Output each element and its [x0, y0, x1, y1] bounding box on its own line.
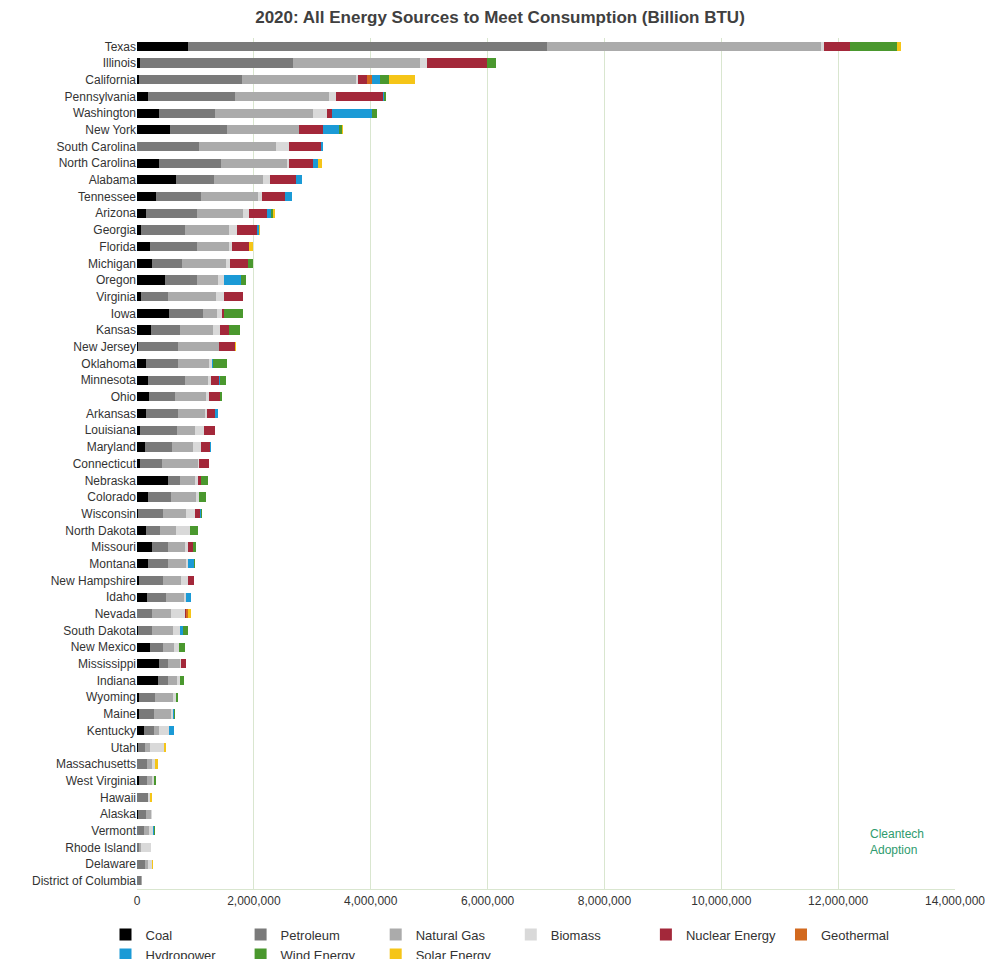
svg-text:Pennsylvania: Pennsylvania — [65, 90, 137, 104]
svg-text:Michigan: Michigan — [88, 257, 136, 271]
svg-text:New Jersey: New Jersey — [73, 340, 136, 354]
svg-text:4,000,000: 4,000,000 — [344, 894, 398, 908]
svg-text:California: California — [85, 73, 136, 87]
svg-text:Colorado: Colorado — [87, 490, 136, 504]
svg-text:Wyoming: Wyoming — [86, 690, 136, 704]
svg-text:12,000,000: 12,000,000 — [808, 894, 868, 908]
svg-text:Wisconsin: Wisconsin — [81, 507, 136, 521]
svg-text:Hawaii: Hawaii — [100, 791, 136, 805]
svg-text:Arizona: Arizona — [95, 206, 136, 220]
svg-text:South Carolina: South Carolina — [57, 140, 137, 154]
svg-text:New Hampshire: New Hampshire — [51, 574, 137, 588]
svg-text:Nebraska: Nebraska — [85, 474, 137, 488]
svg-text:Petroleum: Petroleum — [281, 928, 340, 943]
svg-text:Rhode Island: Rhode Island — [65, 841, 136, 855]
svg-text:District of Columbia: District of Columbia — [32, 874, 136, 888]
svg-text:Missouri: Missouri — [91, 540, 136, 554]
svg-text:0: 0 — [134, 894, 141, 908]
svg-text:8,000,000: 8,000,000 — [578, 894, 632, 908]
svg-text:Idaho: Idaho — [106, 590, 136, 604]
svg-text:West Virginia: West Virginia — [66, 774, 137, 788]
svg-text:Nevada: Nevada — [95, 607, 137, 621]
svg-text:North Dakota: North Dakota — [65, 524, 136, 538]
svg-text:Geothermal: Geothermal — [821, 928, 889, 943]
svg-text:Kansas: Kansas — [96, 323, 136, 337]
svg-text:Ohio: Ohio — [111, 390, 137, 404]
svg-text:Oregon: Oregon — [96, 273, 136, 287]
svg-text:Mississippi: Mississippi — [78, 657, 136, 671]
svg-text:Massachusetts: Massachusetts — [56, 757, 136, 771]
svg-text:Alabama: Alabama — [89, 173, 137, 187]
svg-text:Montana: Montana — [89, 557, 136, 571]
svg-text:Utah: Utah — [111, 741, 136, 755]
svg-text:Tennessee: Tennessee — [78, 190, 136, 204]
svg-text:Louisiana: Louisiana — [85, 423, 137, 437]
svg-text:Texas: Texas — [105, 40, 136, 54]
svg-text:14,000,000: 14,000,000 — [925, 894, 985, 908]
svg-text:New Mexico: New Mexico — [71, 640, 137, 654]
svg-text:Georgia: Georgia — [93, 223, 136, 237]
svg-text:Biomass: Biomass — [551, 928, 601, 943]
svg-text:10,000,000: 10,000,000 — [691, 894, 751, 908]
svg-text:South Dakota: South Dakota — [63, 624, 136, 638]
svg-text:Maryland: Maryland — [87, 440, 136, 454]
svg-text:Iowa: Iowa — [111, 307, 137, 321]
svg-text:Nuclear Energy: Nuclear Energy — [686, 928, 776, 943]
svg-text:Vermont: Vermont — [91, 824, 136, 838]
svg-text:Minnesota: Minnesota — [81, 373, 137, 387]
svg-text:Natural Gas: Natural Gas — [416, 928, 486, 943]
svg-text:Delaware: Delaware — [85, 857, 136, 871]
svg-text:Maine: Maine — [103, 707, 136, 721]
svg-text:New York: New York — [85, 123, 137, 137]
svg-text:Arkansas: Arkansas — [86, 407, 136, 421]
svg-text:Alaska: Alaska — [100, 807, 136, 821]
svg-text:Solar Energy: Solar Energy — [416, 948, 492, 959]
svg-text:Florida: Florida — [99, 240, 136, 254]
svg-text:Washington: Washington — [73, 106, 136, 120]
svg-text:Oklahoma: Oklahoma — [81, 357, 136, 371]
svg-text:Illinois: Illinois — [103, 56, 136, 70]
svg-text:Virginia: Virginia — [96, 290, 136, 304]
svg-text:Hydropower: Hydropower — [146, 948, 217, 959]
svg-text:2,000,000: 2,000,000 — [227, 894, 281, 908]
svg-text:Indiana: Indiana — [97, 674, 137, 688]
svg-text:2020: All Energy Sources to Me: 2020: All Energy Sources to Meet Consump… — [255, 8, 745, 27]
svg-text:Wind Energy: Wind Energy — [281, 948, 356, 959]
svg-text:Connecticut: Connecticut — [73, 457, 137, 471]
svg-text:Coal: Coal — [146, 928, 173, 943]
svg-text:6,000,000: 6,000,000 — [461, 894, 515, 908]
svg-text:North Carolina: North Carolina — [59, 156, 137, 170]
svg-text:CleantechAdoption: CleantechAdoption — [870, 827, 924, 857]
svg-text:Kentucky: Kentucky — [87, 724, 136, 738]
